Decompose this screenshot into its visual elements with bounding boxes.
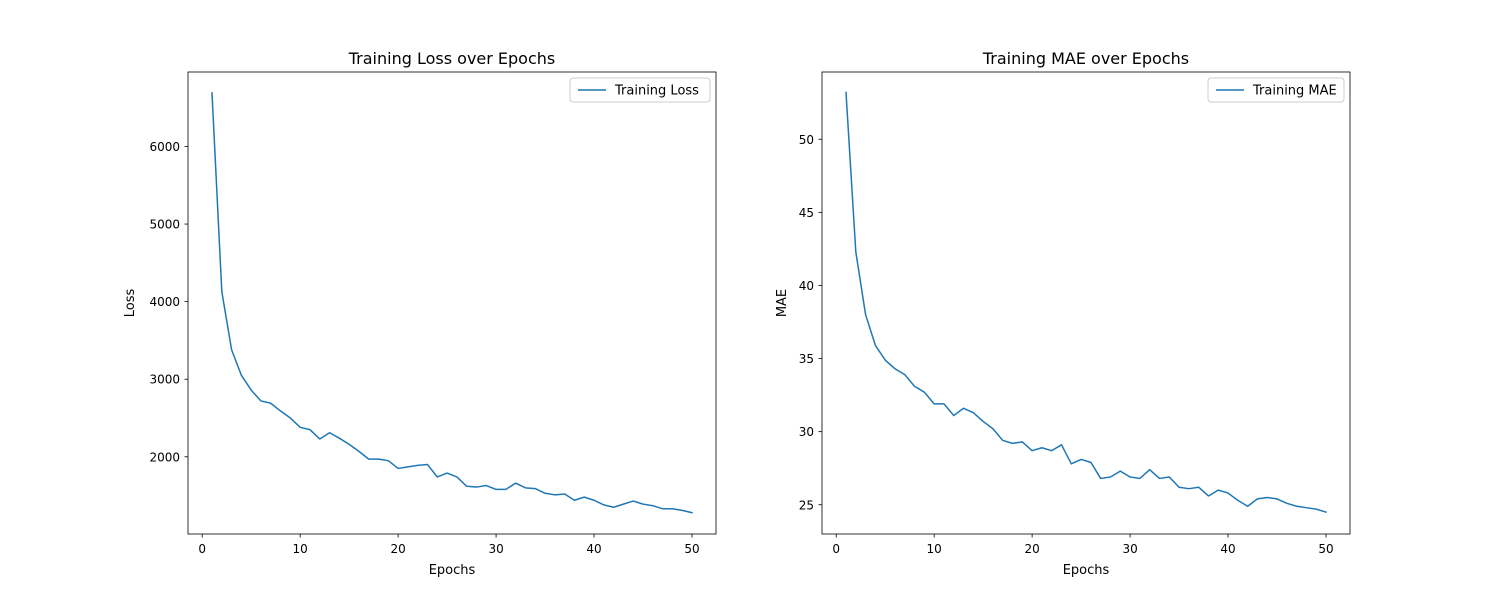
mae-x-tick-label: 30 [1122, 542, 1137, 556]
mae-series-line [845, 91, 1327, 514]
mae-x-tick-label: 10 [927, 542, 942, 556]
loss-legend-label: Training Loss [614, 84, 699, 99]
loss-x-tick-label: 0 [198, 542, 206, 556]
mae-axes-frame [821, 71, 1351, 535]
mae-legend-box [1207, 77, 1345, 103]
loss-y-tick-label: 6000 [149, 140, 180, 154]
mae-chart: Training MAE over Epochs 0 10 20 30 40 50 25 30 3… [775, 49, 1351, 578]
mae-y-axis-label: MAE [775, 289, 790, 317]
mae-chart-title: Training MAE over Epochs [982, 49, 1189, 68]
mae-y-tick-label: 50 [799, 133, 814, 147]
loss-y-tick-label: 3000 [149, 373, 180, 387]
mae-y-tick-label: 35 [799, 352, 814, 366]
mae-legend: Training MAE [1207, 77, 1345, 103]
mae-x-tick-label: 0 [832, 542, 840, 556]
mae-x-tick-label: 20 [1024, 542, 1039, 556]
loss-chart: Training Loss over Epochs 0 10 20 30 40 50 2000… [123, 49, 717, 578]
mae-legend-label: Training MAE [1252, 84, 1337, 99]
mae-x-axis-label: Epochs [1063, 563, 1110, 578]
mae-y-tick-label: 40 [799, 279, 814, 293]
loss-x-tick-label: 50 [684, 542, 699, 556]
mae-x-tick-label: 50 [1318, 542, 1333, 556]
mae-y-tick-label: 25 [799, 498, 814, 512]
loss-x-tick-label: 40 [586, 542, 601, 556]
loss-x-axis-label: Epochs [429, 563, 476, 578]
loss-x-tick-label: 30 [488, 542, 503, 556]
loss-y-axis-label: Loss [123, 289, 138, 318]
mae-y-tick-label: 45 [799, 206, 814, 220]
loss-x-tick-label: 10 [293, 542, 308, 556]
mae-x-tick-label: 40 [1220, 542, 1235, 556]
loss-y-tick-label: 5000 [149, 218, 180, 232]
loss-series-line [211, 92, 693, 514]
loss-x-tick-label: 20 [390, 542, 405, 556]
mae-y-tick-label: 30 [799, 425, 814, 439]
loss-chart-title: Training Loss over Epochs [348, 49, 556, 68]
loss-axes-frame [187, 71, 717, 535]
loss-y-tick-label: 2000 [149, 450, 180, 464]
loss-y-tick-label: 4000 [149, 295, 180, 309]
loss-legend: Training Loss [569, 77, 711, 103]
loss-legend-box [569, 77, 711, 103]
